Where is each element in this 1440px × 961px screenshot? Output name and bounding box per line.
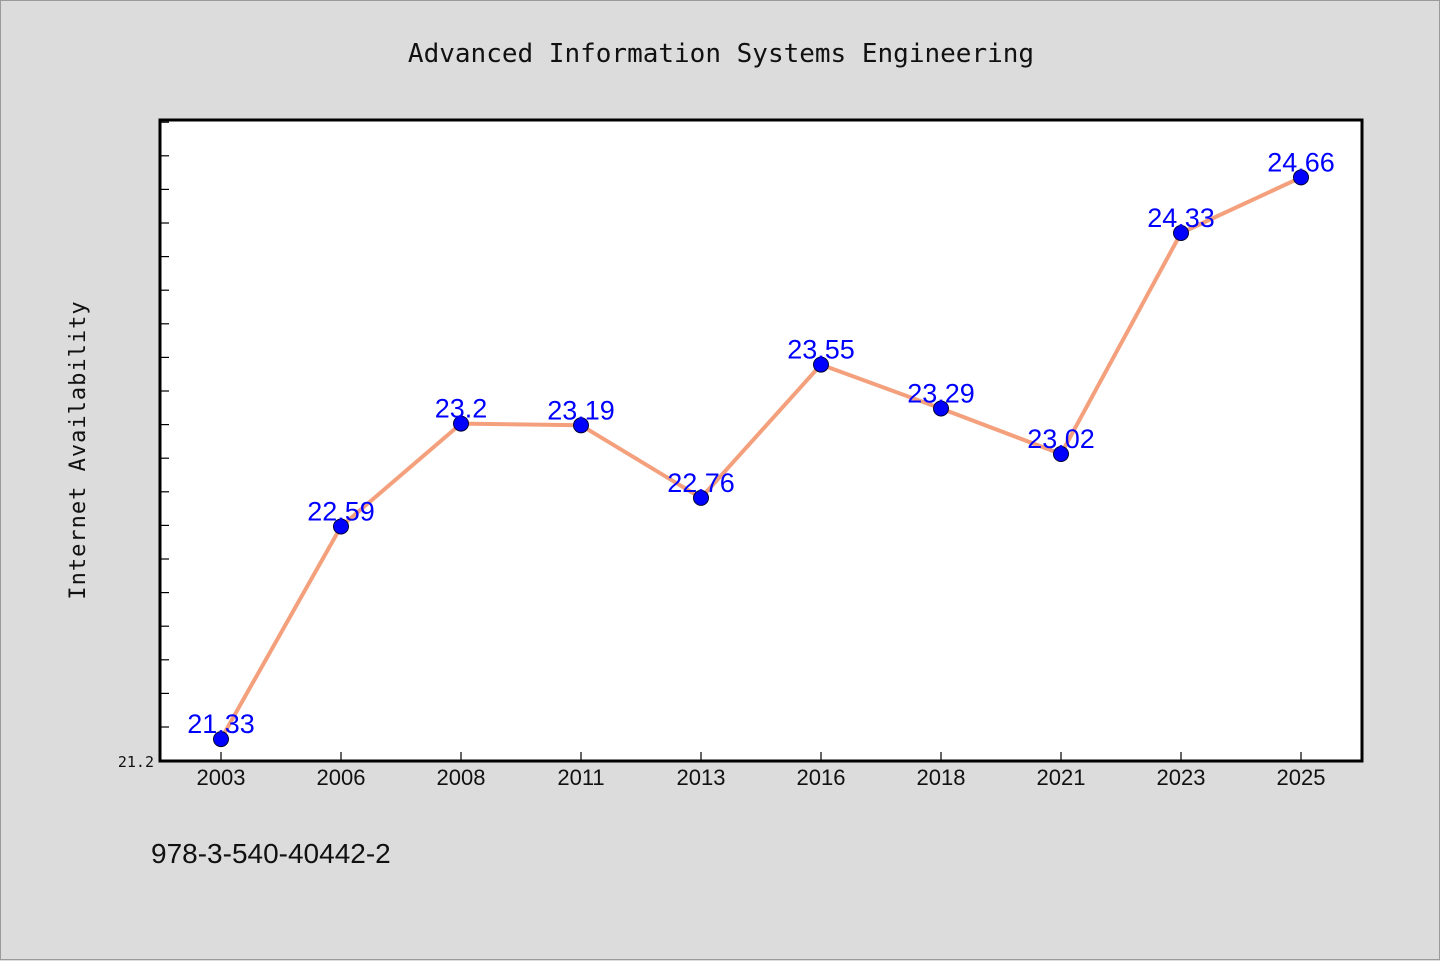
x-tick-label: 2013 bbox=[677, 765, 726, 790]
data-point-marker bbox=[333, 518, 349, 535]
x-tick-label: 2008 bbox=[437, 765, 486, 790]
chart-title: Advanced Information Systems Engineering bbox=[408, 39, 1034, 69]
data-point-label: 21.33 bbox=[187, 709, 255, 739]
data-point-label: 23.02 bbox=[1027, 424, 1095, 454]
data-point-marker bbox=[693, 489, 709, 506]
data-point-label: 22.59 bbox=[307, 497, 375, 527]
data-point-marker bbox=[1293, 169, 1309, 186]
data-point-marker bbox=[1173, 225, 1189, 241]
y-axis-label: Internet Availability bbox=[66, 300, 91, 599]
data-point-label: 24.66 bbox=[1267, 147, 1335, 177]
data-point-marker bbox=[933, 400, 949, 417]
data-point-label: 24.33 bbox=[1147, 203, 1215, 233]
x-axis-tick-labels: 2003 2006 2008 2011 2013 2016 2018 2021 2023 2025 bbox=[197, 765, 1326, 790]
data-point-label: 23.55 bbox=[787, 335, 855, 365]
x-tick-label: 2025 bbox=[1277, 765, 1326, 790]
y-axis-tick-labels: 21.2 bbox=[118, 753, 154, 771]
x-tick-label: 2006 bbox=[317, 765, 366, 790]
data-point-marker bbox=[573, 417, 589, 434]
data-point-marker bbox=[1053, 446, 1069, 462]
data-point-marker bbox=[453, 415, 469, 432]
data-point-label: 22.76 bbox=[667, 468, 735, 498]
data-point-label: 23.2 bbox=[435, 394, 488, 424]
x-tick-label: 2003 bbox=[197, 765, 246, 790]
footnote-isbn: 978-3-540-40442-2 bbox=[151, 838, 391, 869]
x-tick-label: 2018 bbox=[917, 765, 966, 790]
data-point-marker bbox=[213, 731, 229, 748]
data-point-marker bbox=[813, 356, 829, 373]
x-tick-label: 2021 bbox=[1037, 765, 1086, 790]
x-tick-label: 2011 bbox=[557, 765, 604, 790]
x-tick-label: 2016 bbox=[797, 765, 846, 790]
data-markers bbox=[213, 169, 1309, 748]
data-point-label: 23.19 bbox=[547, 395, 615, 425]
y-tick-label: 21.2 bbox=[118, 753, 154, 771]
x-tick-label: 2023 bbox=[1157, 765, 1206, 790]
plot-border bbox=[158, 118, 1364, 763]
data-point-label: 23.29 bbox=[907, 379, 975, 409]
data-labels: 21.33 22.59 23.2 23.19 22.76 23.55 23.29 23.02 2… bbox=[187, 147, 1335, 739]
series-line bbox=[219, 175, 1303, 742]
plot-area bbox=[160, 120, 1362, 761]
